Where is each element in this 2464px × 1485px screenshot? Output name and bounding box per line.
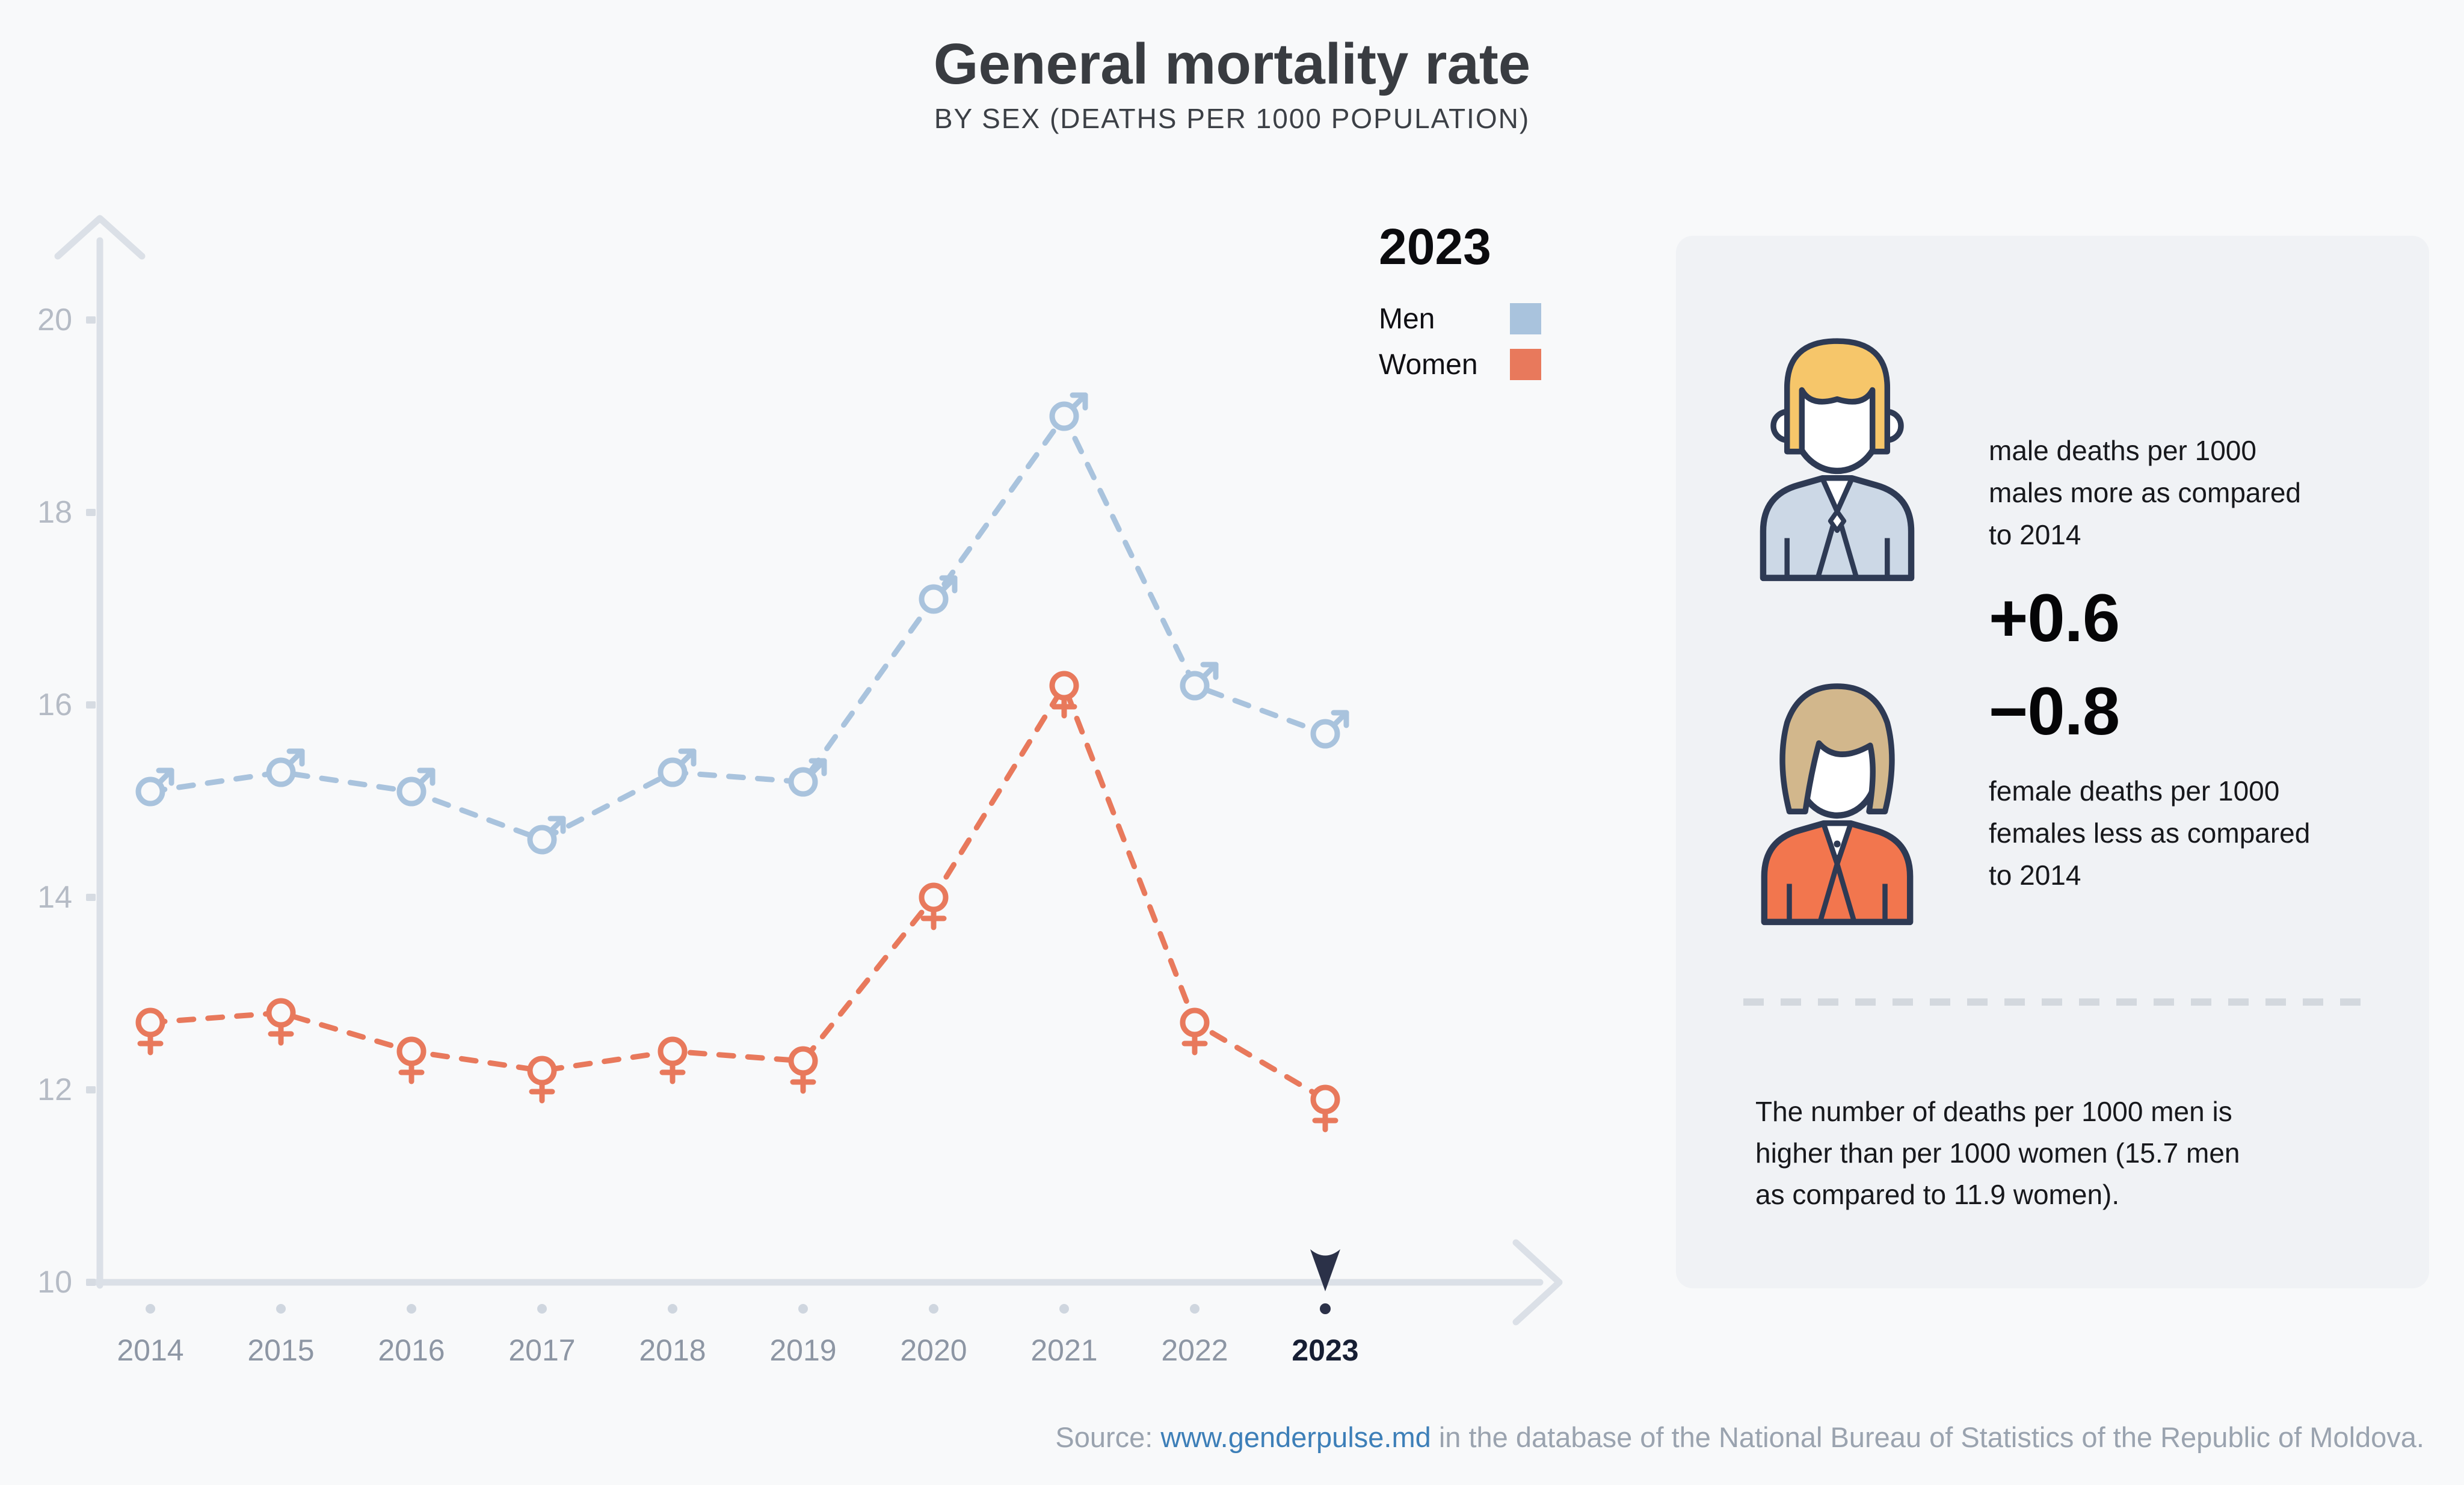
y-tick-14 — [86, 894, 96, 901]
x-dot-2014 — [146, 1304, 155, 1314]
x-dot-2015 — [276, 1304, 286, 1314]
x-label-2016: 2016 — [378, 1333, 445, 1367]
selected-year-pin-icon — [1310, 1249, 1340, 1291]
marker-men-2022 — [1180, 671, 1210, 701]
x-label-2015: 2015 — [247, 1333, 314, 1367]
x-label-2020: 2020 — [900, 1333, 967, 1367]
dashed-divider — [1743, 998, 2362, 1006]
marker-men-2017 — [527, 825, 557, 855]
source-line: Source: www.genderpulse.md in the databa… — [0, 1421, 2424, 1454]
y-tick-label-20: 20 — [37, 303, 72, 337]
summary-text: The number of deaths per 1000 men is hig… — [1755, 1096, 2240, 1210]
y-tick-label-18: 18 — [37, 495, 72, 530]
legend-selected-year[interactable]: 2023 — [1379, 218, 1491, 275]
marker-women-2019 — [788, 1046, 818, 1076]
man-avatar-icon — [1760, 338, 1915, 582]
marker-women-2016 — [396, 1036, 427, 1066]
mortality-line-chart: 10 12 14 16 18 20 2014 2015 2016 2017 2018 2019 2020… — [37, 215, 1563, 1367]
x-dot-2018 — [668, 1304, 677, 1314]
x-dot-2023 — [1320, 1303, 1331, 1314]
marker-women-2015 — [266, 998, 296, 1028]
marker-women-2023 — [1310, 1084, 1340, 1115]
marker-men-2018 — [658, 757, 688, 787]
y-tick-18 — [86, 509, 96, 516]
page-title: General mortality rate — [933, 32, 1531, 96]
stat-women-description: female deaths per 1000 females less as c… — [1989, 775, 2311, 891]
marker-women-2020 — [919, 882, 949, 912]
x-dot-2022 — [1190, 1304, 1200, 1314]
marker-men-2015 — [266, 757, 296, 787]
x-dot-2021 — [1059, 1304, 1069, 1314]
legend-item-women[interactable]: Women — [1379, 348, 1541, 381]
y-tick-label-16: 16 — [37, 687, 72, 722]
marker-women-2022 — [1180, 1007, 1210, 1038]
source-link[interactable]: www.genderpulse.md — [1160, 1421, 1431, 1453]
x-axis-arrow-icon — [1512, 1239, 1563, 1326]
x-label-2019: 2019 — [769, 1333, 836, 1367]
page-subtitle: BY SEX (DEATHS PER 1000 POPULATION) — [934, 103, 1530, 134]
x-label-2018: 2018 — [639, 1333, 706, 1367]
legend-item-men[interactable]: Men — [1379, 303, 1541, 335]
x-dot-2017 — [537, 1304, 547, 1314]
line-men — [147, 411, 1328, 843]
y-tick-12 — [86, 1086, 96, 1093]
y-axis-arrow-icon — [54, 215, 146, 260]
y-tick-16 — [86, 701, 96, 709]
legend-swatch-men-icon[interactable] — [1510, 303, 1541, 334]
stats-side-panel: +0.6 male deaths per 1000 males more as … — [1676, 236, 2429, 1288]
y-tick-20 — [86, 316, 96, 324]
stat-men-delta: +0.6 — [1989, 580, 2120, 656]
marker-men-2019 — [788, 767, 818, 797]
source-prefix: Source: — [1055, 1421, 1161, 1453]
x-dot-2019 — [798, 1304, 808, 1314]
line-women — [147, 679, 1328, 1102]
x-label-2017: 2017 — [508, 1333, 575, 1367]
legend-label-women: Women — [1379, 348, 1478, 381]
x-label-2014: 2014 — [117, 1333, 183, 1367]
x-dot-2016 — [407, 1304, 416, 1314]
woman-avatar-icon — [1761, 683, 1914, 926]
legend-label-men: Men — [1379, 303, 1435, 335]
legend-swatch-women-icon[interactable] — [1510, 349, 1541, 380]
marker-men-2021 — [1049, 401, 1079, 431]
y-tick-label-14: 14 — [37, 880, 72, 915]
stat-women-delta: −0.8 — [1989, 674, 2120, 749]
marker-women-2017 — [527, 1056, 557, 1086]
source-suffix: in the database of the National Bureau o… — [1431, 1421, 2424, 1453]
marker-men-2023 — [1310, 719, 1340, 749]
x-label-2023[interactable]: 2023 — [1292, 1333, 1358, 1367]
marker-men-2016 — [396, 776, 427, 807]
marker-women-2021 — [1049, 671, 1079, 701]
x-dot-2020 — [929, 1304, 938, 1314]
marker-men-2014 — [135, 776, 165, 807]
chart-legend: 2023 Men Women — [1379, 221, 1541, 395]
y-tick-10 — [86, 1279, 96, 1286]
y-tick-label-12: 12 — [37, 1072, 72, 1107]
marker-men-2020 — [919, 584, 949, 614]
marker-women-2018 — [658, 1036, 688, 1066]
x-label-2022: 2022 — [1161, 1333, 1228, 1367]
stat-men-description: male deaths per 1000 males more as compa… — [1989, 435, 2301, 550]
x-label-2021: 2021 — [1030, 1333, 1097, 1367]
marker-women-2014 — [135, 1007, 165, 1038]
y-tick-label-10: 10 — [37, 1265, 72, 1300]
